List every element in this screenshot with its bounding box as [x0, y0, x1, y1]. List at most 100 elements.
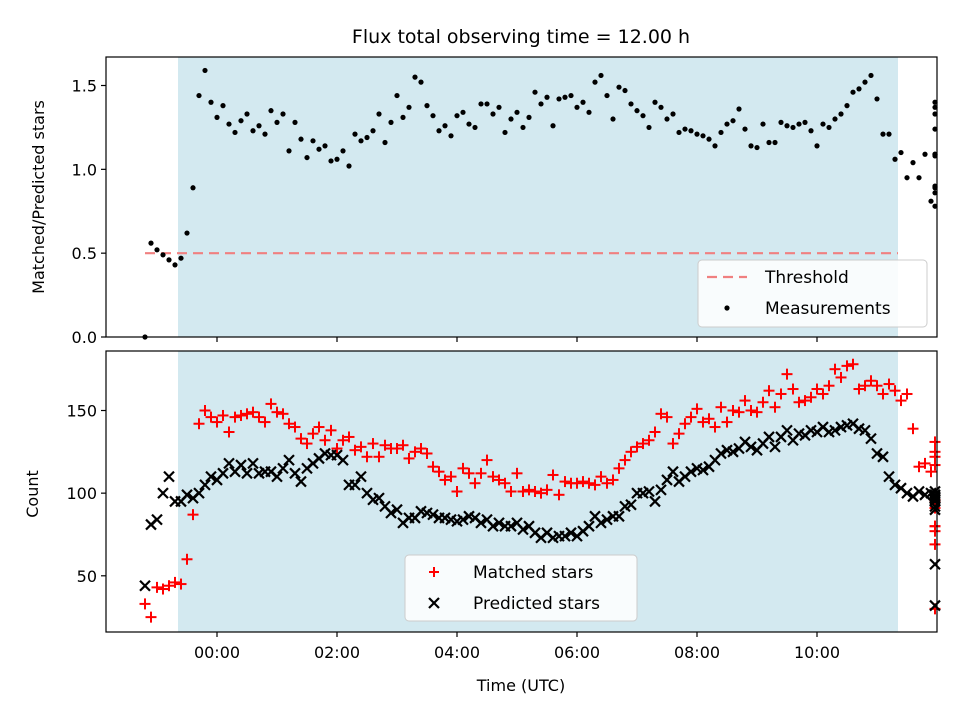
matched-point-94 [703, 413, 715, 425]
matched-point-40 [379, 439, 391, 451]
predicted-point-107 [781, 424, 793, 437]
predicted-point-79 [613, 510, 625, 523]
measurement-point-114 [826, 124, 832, 131]
measurement-point-22 [274, 119, 280, 125]
measurement-point-77 [604, 92, 610, 99]
predicted-point-123 [877, 451, 889, 463]
measurement-point-119 [856, 86, 862, 92]
matched-point-127 [901, 388, 913, 400]
matched-point-54 [463, 467, 475, 479]
xtick-label-2: 04:00 [434, 643, 480, 662]
predicted-point-9 [193, 487, 205, 499]
matched-point-12 [211, 416, 223, 428]
predicted-point-56 [475, 517, 487, 529]
measurement-point-70 [562, 94, 568, 100]
top-legend: Threshold Measurements [697, 259, 928, 328]
matched-point-18 [247, 406, 259, 418]
predicted-point-58 [487, 520, 499, 532]
predicted-point-35 [349, 479, 361, 491]
measurement-point-53 [460, 109, 466, 115]
measurement-point-134 [932, 190, 938, 196]
measurement-point-66 [538, 101, 544, 107]
predicted-point-25 [289, 467, 301, 480]
predicted-point-98 [727, 446, 739, 458]
matched-point-120 [859, 380, 871, 392]
predicted-point-140 [929, 500, 941, 513]
measurement-point-140 [932, 153, 938, 159]
measurement-point-93 [700, 133, 706, 139]
measurement-point-31 [328, 158, 334, 164]
matched-point-60 [499, 477, 511, 489]
measurement-point-4 [166, 257, 172, 263]
matched-point-72 [571, 477, 583, 489]
measurement-point-81 [628, 101, 634, 107]
predicted-point-104 [763, 431, 775, 443]
measurement-point-20 [262, 131, 268, 137]
matched-point-131 [925, 466, 937, 478]
measurement-point-55 [472, 124, 478, 131]
measurement-point-9 [196, 92, 202, 99]
matched-point-21 [265, 398, 277, 410]
measurement-point-46 [418, 79, 424, 85]
measurement-point-40 [382, 139, 388, 146]
matched-point-5 [169, 576, 181, 588]
predicted-point-24 [283, 454, 295, 466]
matched-point-42 [391, 443, 403, 455]
matched-point-17 [241, 408, 253, 420]
matched-point-15 [229, 411, 241, 423]
measurement-point-120 [862, 79, 868, 85]
measurement-point-125 [892, 156, 898, 162]
legend-measurement-label: Measurements [765, 299, 891, 319]
matched-point-49 [433, 466, 445, 478]
matched-point-20 [259, 416, 271, 428]
measurement-point-27 [304, 154, 310, 161]
predicted-point-142 [929, 558, 941, 571]
matched-point-10 [199, 405, 211, 417]
measurement-point-39 [376, 111, 382, 117]
matched-point-91 [685, 411, 697, 423]
matched-point-47 [421, 447, 433, 459]
measurement-point-137 [932, 111, 938, 117]
predicted-point-87 [661, 474, 673, 486]
measurement-point-64 [526, 114, 532, 120]
predicted-point-13 [217, 467, 229, 480]
predicted-point-105 [769, 441, 781, 453]
measurement-point-23 [280, 111, 286, 117]
matched-point-43 [397, 439, 409, 451]
predicted-point-63 [517, 523, 529, 536]
matched-point-136 [929, 520, 941, 532]
matched-point-110 [799, 395, 811, 407]
measurement-point-139 [932, 104, 938, 110]
predicted-point-16 [235, 459, 247, 471]
predicted-point-23 [277, 462, 289, 475]
matched-point-56 [475, 467, 487, 479]
matched-point-105 [769, 401, 781, 413]
measurement-point-7 [184, 230, 190, 236]
matched-point-95 [709, 421, 721, 433]
matched-point-140 [929, 436, 941, 448]
bottom-y-axis-label: Count [23, 470, 42, 518]
matched-point-119 [853, 383, 865, 395]
measurement-point-100 [742, 126, 748, 132]
bottom-x-ticks: 00:00 02:00 04:00 06:00 08:00 10:00 [194, 632, 840, 662]
predicted-point-127 [901, 487, 913, 499]
matched-point-118 [847, 358, 859, 370]
predicted-point-96 [715, 447, 727, 460]
predicted-point-101 [745, 441, 757, 453]
measurement-point-28 [310, 138, 316, 144]
matched-point-29 [313, 421, 325, 433]
bottom-legend-box [404, 554, 638, 622]
matched-point-114 [823, 380, 835, 392]
matched-point-64 [523, 484, 535, 496]
legend-measurement-swatch [724, 305, 730, 311]
matched-point-90 [679, 418, 691, 430]
measurement-point-108 [790, 124, 796, 131]
matched-point-59 [493, 474, 505, 486]
matched-point-123 [877, 388, 889, 400]
matched-point-61 [505, 486, 517, 497]
measurement-point-102 [754, 144, 760, 151]
top-ytick-label-2: 1.0 [72, 160, 97, 179]
predicted-point-84 [643, 485, 655, 498]
predicted-point-7 [181, 489, 193, 501]
